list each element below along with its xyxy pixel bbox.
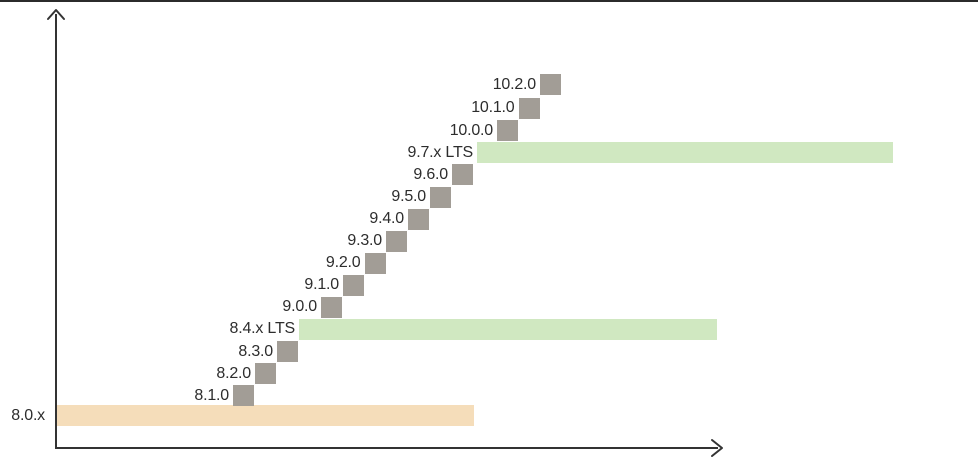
release-bar [343,274,364,296]
release-bar [477,142,893,163]
release-bar [497,120,518,141]
release-bar [299,318,717,340]
release-label: 8.1.0 [194,386,229,404]
release-bar [518,97,540,119]
release-label: 10.1.0 [471,99,515,116]
release-bar [364,252,386,274]
release-label: 9.6.0 [413,165,448,183]
release-bar [386,230,407,252]
top-horizontal-rule [0,0,978,2]
release-bar [321,296,342,318]
release-label: 8.3.0 [238,342,273,360]
release-bar [277,341,298,362]
release-bar [408,208,429,230]
release-label: 9.4.0 [369,210,404,227]
release-label: 8.0.x [11,406,45,424]
release-label: 10.2.0 [492,75,536,93]
release-label: 9.0.0 [282,298,317,315]
release-bar [540,74,561,95]
release-label: 10.0.0 [449,121,493,139]
release-bar [255,363,276,384]
release-bar [452,164,473,185]
release-bar [233,385,254,406]
release-label: 9.5.0 [391,188,426,205]
release-label: 9.3.0 [347,232,382,249]
release-bar [57,405,474,426]
release-label: 9.1.0 [304,276,339,293]
release-label: 9.7.x LTS [407,143,474,161]
release-label: 9.2.0 [325,254,361,271]
release-label: 8.4.x LTS [229,320,296,337]
release-bar [430,186,451,208]
release-label: 8.2.0 [216,364,251,382]
